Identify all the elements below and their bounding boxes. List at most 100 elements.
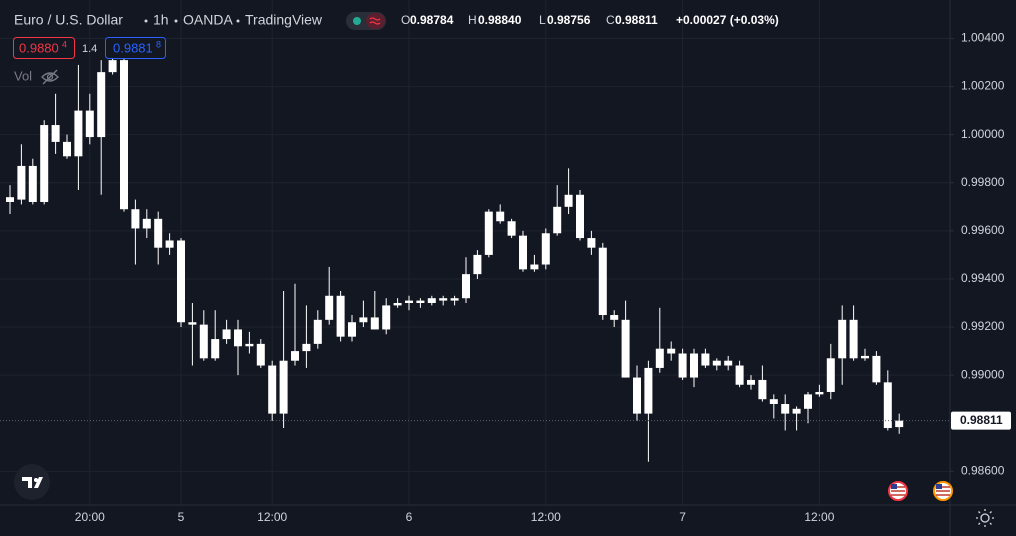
candle-body [541,233,550,265]
buy-price: 0.9881 [113,40,153,55]
status-badge [366,13,385,29]
candle-body [724,360,733,366]
candle-body [895,420,904,428]
gear-teeth [976,509,994,527]
candle-body [17,165,26,200]
candle-body [234,329,242,347]
candle-body [861,355,869,359]
y-tick-label: 0.99600 [961,223,1005,237]
candle-body [154,218,163,248]
candle-body [336,295,345,337]
candle-body [370,317,379,330]
candle-body [598,247,607,316]
y-tick-label: 0.99400 [961,271,1005,285]
indicator-name[interactable]: Vol [14,68,32,83]
separator [144,19,148,23]
candle-body [302,343,311,352]
candle-body [211,339,220,359]
y-tick-label: 1.00000 [961,127,1005,141]
candle-body [690,353,698,378]
sell-button[interactable] [13,37,75,59]
candle-body [826,358,835,392]
candle-body [256,343,265,366]
candle-body [359,317,368,323]
candle-body [63,141,71,157]
high-value: 0.98840 [478,13,522,27]
candle-body [199,324,208,359]
candle-body [553,206,562,234]
buy-button[interactable] [105,37,166,59]
x-tick-label: 6 [406,510,413,524]
candle-body [519,235,527,270]
candle-body [268,365,277,414]
candle-body [177,240,185,323]
candle-body [291,351,299,361]
y-tick-label: 0.98600 [961,464,1005,478]
candle-body [758,379,767,400]
open-key: O [401,13,410,27]
low-key: L [539,13,546,27]
grid [0,0,950,505]
candle-body [165,240,174,248]
change: +0.00027 (+0.03%) [676,13,779,27]
candle-body [576,194,584,239]
close-key: C [606,13,615,27]
candle-body [348,322,356,337]
hide-icon[interactable] [41,69,59,85]
source: TradingView [245,12,323,28]
candle-body [701,353,710,366]
candle-body [712,360,721,366]
x-tick-label: 7 [679,510,686,524]
candle-body [188,322,197,325]
candle-body [439,298,448,301]
strike [42,69,58,85]
y-tick-label: 0.99200 [961,319,1005,333]
x-tick-label: 5 [178,510,185,524]
axes: 1.00400 1.00200 1.00000 0.99800 0.99600 0.994… [75,31,1011,524]
sell-price: 0.9880 [19,40,59,55]
candle-body [530,264,539,270]
candle-body [804,394,812,409]
candle-body [473,254,482,275]
candle-body [313,319,322,344]
spread: 1.4 [82,43,97,55]
candle-body [678,353,687,378]
candle-body [564,194,573,207]
candle-body [747,379,755,385]
flag-canton [936,484,942,489]
candle-body [382,305,391,330]
interval[interactable]: 1h [153,12,169,28]
candle-body [587,238,596,248]
close-value: 0.98811 [615,13,658,27]
candle-body [74,110,83,157]
low-value: 0.98756 [547,13,591,27]
candle-body [462,274,470,299]
candle-body [849,319,858,359]
event-flag[interactable] [888,481,908,501]
event-flag[interactable] [933,481,953,501]
last-price-label: 0.98811 [960,413,1003,427]
settings-button[interactable] [976,509,994,527]
candle-body [496,211,505,222]
candle-body [644,367,653,414]
candle-body [279,360,288,414]
candle-body [883,382,892,429]
symbol[interactable]: Euro / U.S. Dollar [14,12,123,28]
candle-body [40,125,49,202]
separator [174,19,178,23]
gear-hub [980,513,990,523]
candle-body [769,399,778,404]
candle-body [51,125,60,142]
candle-body [655,348,664,368]
candle-body [815,391,824,395]
y-tick-label: 1.00200 [961,79,1005,93]
logo-dot [34,478,38,482]
candle-body [735,365,744,385]
candle-body [667,348,676,354]
x-tick-label: 12:00 [531,510,561,524]
exchange: OANDA [183,12,233,28]
separator [236,19,240,23]
candle-body [450,298,459,301]
candle-body [621,319,630,378]
candle-body [131,209,140,229]
